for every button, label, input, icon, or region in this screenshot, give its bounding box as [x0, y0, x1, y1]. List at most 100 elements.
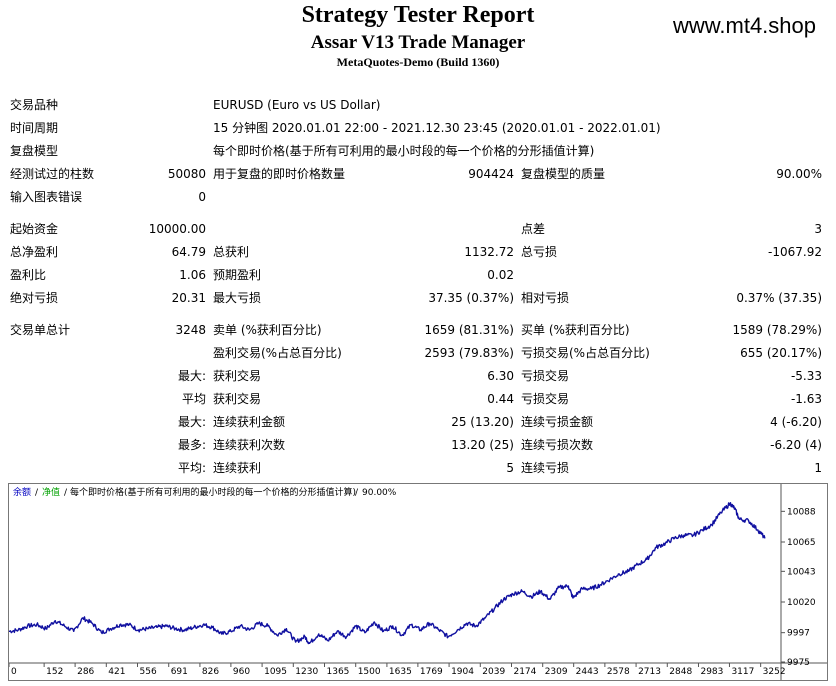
balance-point	[540, 590, 542, 592]
profit-trades-value: 2593 (79.83%)	[424, 346, 514, 360]
balance-point	[193, 626, 195, 628]
balance-point	[609, 578, 611, 580]
balance-point	[757, 529, 759, 531]
max-consec-losses-value: 4 (-6.20)	[770, 415, 822, 429]
gross-profit-value: 1132.72	[464, 245, 514, 259]
balance-point	[764, 537, 766, 539]
x-tick-label: 2848	[669, 667, 692, 677]
balance-point	[100, 632, 103, 634]
max-consec-loss-value: -6.20 (4)	[770, 438, 822, 452]
x-tick-label: 421	[108, 667, 125, 677]
balance-point	[655, 546, 657, 548]
deposit-label: 起始资金	[10, 222, 59, 236]
total-trades-label: 交易单总计	[10, 323, 71, 337]
balance-point	[429, 622, 431, 624]
expected-payoff-value: 0.02	[487, 268, 514, 282]
absolute-drawdown-value: 20.31	[171, 291, 206, 305]
balance-point	[618, 573, 620, 575]
spread-value: 3	[814, 222, 822, 236]
balance-point	[475, 625, 477, 627]
x-tick-label: 960	[233, 667, 250, 677]
balance-point	[373, 621, 375, 623]
balance-chart-svg: 余额 / 净值 / 每个即时价格(基于所有可利用的最小时段的每一个价格的分形插值…	[9, 484, 827, 680]
balance-point	[156, 626, 158, 628]
period-value: 15 分钟图 2020.01.01 22:00 - 2021.12.30 23:…	[213, 121, 661, 135]
balance-point	[734, 508, 736, 510]
x-tick-label: 1904	[451, 667, 474, 677]
y-tick-label: 10020	[787, 598, 816, 608]
symbol-value: EURUSD (Euro vs US Dollar)	[213, 98, 381, 112]
balance-chart: 余额 / 净值 / 每个即时价格(基于所有可利用的最小时段的每一个价格的分形插值…	[8, 483, 828, 681]
average-profit-label: 获利交易	[213, 392, 262, 406]
balance-point	[438, 629, 440, 631]
x-tick-label: 2713	[638, 667, 661, 677]
avg-label: 平均:	[177, 461, 206, 475]
max-label: 最大:	[177, 415, 206, 429]
caption-model: 每个即时价格(基于所有可利用的最小时段的每一个价格的分形插值计算)	[70, 486, 356, 498]
balance-point	[748, 520, 750, 522]
x-tick-label: 1769	[420, 667, 443, 677]
x-tick-label: 556	[140, 667, 157, 677]
absolute-drawdown-label: 绝对亏损	[10, 291, 59, 305]
balance-point	[345, 636, 348, 638]
balance-point	[276, 634, 278, 636]
y-tick-label: 10065	[787, 538, 816, 548]
balance-point	[147, 628, 149, 630]
average-label: 平均	[181, 392, 206, 406]
y-tick-label: 9975	[787, 658, 810, 668]
balance-point	[637, 564, 639, 566]
ticks-label: 用于复盘的即时价格数量	[213, 167, 346, 181]
balance-point	[447, 636, 449, 638]
short-positions-label: 卖单 (%获利百分比)	[213, 323, 322, 337]
balance-point	[558, 586, 560, 588]
x-tick-label: 2983	[700, 667, 723, 677]
largest-loss-value: -5.33	[790, 369, 822, 383]
balance-point	[336, 630, 338, 632]
x-tick-label: 1635	[389, 667, 412, 677]
max-consec-profit-label: 连续获利次数	[213, 438, 286, 452]
balance-point	[202, 624, 204, 626]
balance-point	[63, 625, 66, 627]
balance-point	[304, 636, 306, 638]
balance-point	[36, 624, 38, 626]
quality-label: 复盘模型的质量	[521, 167, 606, 181]
max-drawdown-value: 37.35 (0.37%)	[428, 291, 514, 305]
balance-point	[683, 534, 685, 536]
avg-consec-losses-label: 连续亏损	[521, 461, 570, 475]
long-positions-label: 买单 (%获利百分比)	[521, 323, 630, 337]
balance-point	[174, 628, 177, 630]
average-loss-value: -1.63	[790, 392, 822, 406]
balance-point	[590, 588, 593, 590]
avg-consec-losses-value: 1	[814, 461, 822, 475]
balance-point	[211, 626, 214, 628]
relative-drawdown-value: 0.37% (37.35)	[736, 291, 822, 305]
balance-point	[392, 625, 394, 627]
balance-point	[137, 629, 140, 631]
balance-point	[572, 597, 574, 599]
balance-point	[110, 628, 112, 630]
bars-value: 50080	[167, 167, 206, 181]
balance-point	[54, 620, 56, 622]
balance-point	[318, 633, 320, 635]
ticks-value: 904424	[468, 167, 514, 181]
balance-point	[82, 617, 84, 619]
x-tick-label: 691	[171, 667, 188, 677]
balance-point	[581, 588, 583, 590]
balance-point	[503, 598, 505, 600]
quality-value: 90.00%	[776, 167, 822, 181]
deposit-value: 10000.00	[148, 222, 206, 236]
caption-sep-2: /	[64, 488, 68, 498]
avg-consec-wins-label: 连续获利	[213, 461, 262, 475]
balance-point	[456, 629, 459, 631]
gross-loss-label: 总亏损	[521, 245, 558, 259]
x-tick-label: 2174	[513, 667, 536, 677]
balance-point	[221, 633, 223, 635]
x-tick-label: 3117	[731, 667, 754, 677]
profit-trades-label: 盈利交易(%占总百分比)	[213, 346, 342, 360]
errors-value: 0	[198, 190, 206, 204]
watermark: www.mt4.shop	[672, 13, 816, 38]
loss-trades-value: 655 (20.17%)	[740, 346, 822, 360]
balance-point	[184, 629, 186, 631]
balance-point	[26, 625, 29, 627]
net-profit-value: 64.79	[171, 245, 206, 259]
